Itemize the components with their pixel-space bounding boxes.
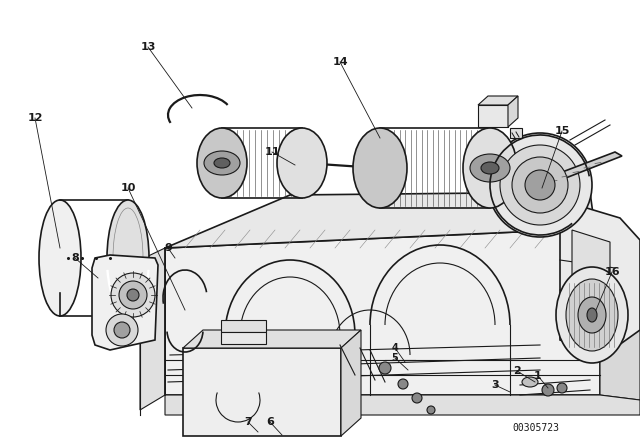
Text: 11: 11 <box>264 147 280 157</box>
Ellipse shape <box>557 383 567 393</box>
Polygon shape <box>528 152 622 190</box>
Text: 16: 16 <box>604 267 620 277</box>
Ellipse shape <box>525 170 555 200</box>
Polygon shape <box>560 200 640 355</box>
Polygon shape <box>341 330 361 436</box>
Ellipse shape <box>119 281 147 309</box>
Ellipse shape <box>512 157 568 213</box>
Ellipse shape <box>578 297 606 333</box>
Ellipse shape <box>353 128 407 208</box>
Ellipse shape <box>481 162 499 174</box>
Text: 14: 14 <box>332 57 348 67</box>
Ellipse shape <box>197 128 247 198</box>
Ellipse shape <box>214 158 230 168</box>
Ellipse shape <box>470 154 510 182</box>
Ellipse shape <box>127 289 139 301</box>
Ellipse shape <box>587 308 597 322</box>
Text: 00305723: 00305723 <box>512 423 559 433</box>
Ellipse shape <box>522 377 538 387</box>
Text: 10: 10 <box>120 183 136 193</box>
Text: 5: 5 <box>392 353 398 363</box>
Polygon shape <box>165 230 600 395</box>
Ellipse shape <box>107 200 149 316</box>
Bar <box>478 105 508 127</box>
Ellipse shape <box>463 128 517 208</box>
Bar <box>183 348 341 436</box>
Ellipse shape <box>427 406 435 414</box>
Polygon shape <box>140 248 165 410</box>
Ellipse shape <box>398 379 408 389</box>
Ellipse shape <box>500 145 580 225</box>
Text: 13: 13 <box>140 42 156 52</box>
Text: 6: 6 <box>266 417 274 427</box>
Polygon shape <box>600 265 640 400</box>
Text: 2: 2 <box>513 366 521 376</box>
Ellipse shape <box>114 322 130 338</box>
Text: 8: 8 <box>71 253 79 263</box>
Text: 1: 1 <box>534 371 542 381</box>
Ellipse shape <box>106 314 138 346</box>
Bar <box>510 128 522 138</box>
Text: 12: 12 <box>28 113 43 123</box>
Bar <box>221 332 266 344</box>
Text: 3: 3 <box>491 380 499 390</box>
Ellipse shape <box>412 393 422 403</box>
Text: 9: 9 <box>164 243 172 253</box>
Ellipse shape <box>111 273 155 317</box>
Polygon shape <box>572 230 610 320</box>
Ellipse shape <box>542 384 554 396</box>
Ellipse shape <box>488 133 592 237</box>
Polygon shape <box>165 395 640 415</box>
Text: 7: 7 <box>244 417 252 427</box>
Ellipse shape <box>204 151 240 175</box>
Polygon shape <box>165 192 600 265</box>
Ellipse shape <box>566 279 618 351</box>
Ellipse shape <box>379 362 391 374</box>
Polygon shape <box>508 96 518 127</box>
Polygon shape <box>478 96 518 105</box>
Ellipse shape <box>556 267 628 363</box>
Polygon shape <box>92 255 158 350</box>
Bar <box>221 320 266 332</box>
Text: 4: 4 <box>392 343 398 353</box>
Ellipse shape <box>39 200 81 316</box>
Polygon shape <box>183 330 361 348</box>
Text: 15: 15 <box>554 126 570 136</box>
Ellipse shape <box>277 128 327 198</box>
